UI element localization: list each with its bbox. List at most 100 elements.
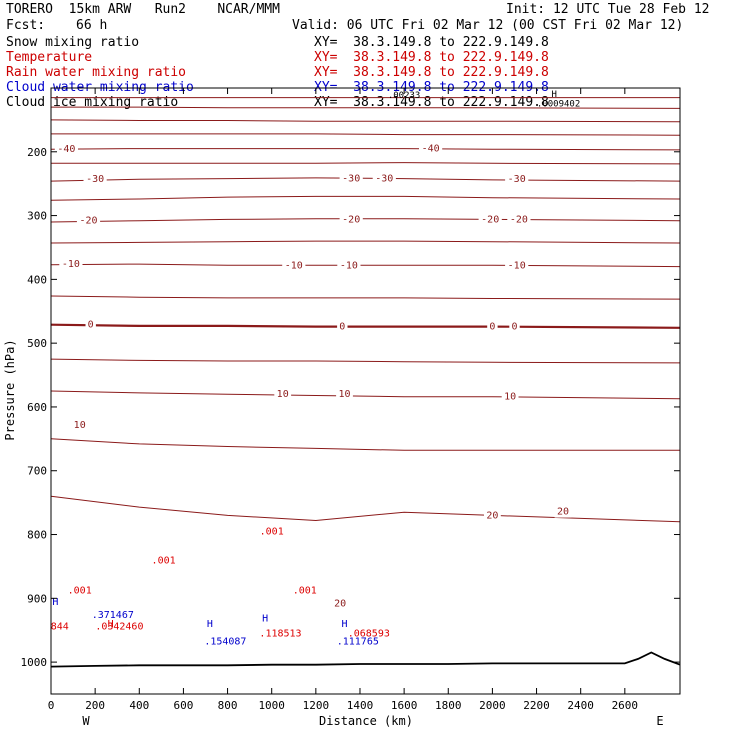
model-title: TORERO 15km ARW Run2 NCAR/MMM [6, 2, 280, 17]
x-tick-label: 2600 [612, 699, 639, 712]
isotherm-label-bg [372, 172, 396, 185]
y-tick-label: 400 [27, 273, 47, 286]
cloud-water-label: H [52, 597, 58, 608]
y-tick-label: 900 [27, 592, 47, 605]
forecast-hour: 66 h [76, 18, 108, 33]
x-tick-label: 2200 [523, 699, 550, 712]
snow-label: .00233 [388, 91, 421, 101]
isotherm-label-bg [83, 173, 107, 186]
legend-xy-range: XY= 38.3.149.8 to 222.9.149.8 [314, 95, 549, 110]
isotherm-label: -30 [342, 174, 360, 185]
isotherm-line [50, 390, 681, 400]
isotherm-label: 0 [339, 322, 345, 333]
isotherm-label-bg [59, 258, 83, 271]
rain-label: .001 [68, 586, 92, 597]
x-tick-label: 1400 [347, 699, 374, 712]
isotherm-label: -20 [79, 216, 97, 227]
isotherm-label: 10 [504, 392, 516, 403]
init-time: Init: 12 UTC Tue 28 Feb 12 [506, 2, 710, 17]
cloud-water-label: H [262, 614, 268, 625]
isotherm-label: 10 [338, 389, 350, 400]
isotherm-label-bg [507, 213, 531, 226]
valid-time: Valid: 06 UTC Fri 02 Mar 12 (00 CST Fri … [292, 18, 684, 33]
cloud-water-label: H [341, 619, 347, 630]
isotherm-label: -10 [285, 260, 303, 271]
x-tick-label: 200 [85, 699, 105, 712]
isotherm-label: -10 [62, 259, 80, 270]
rain-label: .001 [260, 526, 284, 537]
y-tick-label: 600 [27, 401, 47, 414]
y-axis-label: Pressure (hPa) [3, 339, 17, 440]
isotherm-line [50, 495, 681, 523]
isotherm-line [50, 177, 681, 182]
isotherm-label-bg [54, 143, 78, 156]
isotherm-label-bg [505, 173, 529, 186]
isotherm-line [51, 106, 681, 109]
isotherm-label: 0 [489, 322, 495, 333]
isotherm-label: -10 [508, 260, 526, 271]
cloud-water-label: .371467 [92, 610, 134, 621]
isotherm-label-bg [478, 213, 502, 226]
legend-xy-range: XY= 38.3.149.8 to 222.9.149.8 [314, 65, 549, 80]
isotherm-line [51, 162, 681, 165]
cloud-water-label: .154087 [204, 637, 246, 648]
cloud-water-label: .111765 [337, 637, 379, 648]
plot-frame [50, 87, 681, 695]
isotherm-label-bg [554, 505, 572, 518]
isotherm-label: 0 [511, 322, 517, 333]
x-tick-label: 1000 [258, 699, 285, 712]
legend-xy-range: XY= 38.3.149.8 to 222.9.149.8 [314, 50, 549, 65]
isotherm-label: -20 [510, 214, 528, 225]
isotherm-label-bg [501, 390, 519, 403]
isotherm-label: -40 [57, 144, 75, 155]
y-tick-label: 300 [27, 210, 47, 223]
x-tick-label: 600 [173, 699, 193, 712]
y-tick-label: 800 [27, 529, 47, 542]
isotherm-label-bg [505, 259, 529, 272]
isotherm-line [50, 358, 681, 364]
legend-xy-range: XY= 38.3.149.8 to 222.9.149.8 [314, 35, 549, 50]
legend-entry: Temperature [6, 50, 93, 65]
rain-label: 844 [51, 621, 69, 632]
isotherm-label-bg [76, 214, 101, 227]
isotherm-label: -10 [340, 260, 358, 271]
snow-label: H [551, 90, 556, 100]
x-tick-label: 1800 [435, 699, 462, 712]
x-axis-label: Distance (km) [319, 714, 413, 728]
isotherm-label-bg [274, 388, 292, 401]
isotherm-label-bg [336, 388, 353, 401]
legend-entry: Cloud ice mixing ratio [6, 95, 179, 110]
isotherm-line [50, 218, 681, 223]
rain-label: H [108, 619, 114, 630]
isotherm-label-bg [484, 509, 501, 522]
isotherm-label-bg [337, 259, 361, 272]
rain-label: .0342460 [95, 621, 143, 632]
isotherm-line [50, 295, 681, 300]
rain-label: .068593 [348, 628, 390, 639]
isotherm-label: 0 [88, 320, 94, 331]
isotherm-line [50, 323, 681, 329]
isotherm-label-bg [509, 320, 520, 333]
rain-label: .001 [293, 586, 317, 597]
isotherm-line [50, 263, 681, 268]
y-tick-label: 500 [27, 337, 47, 350]
y-tick-label: 700 [27, 465, 47, 478]
isotherm-label: -20 [342, 214, 360, 225]
isotherm-line [50, 148, 681, 151]
isotherm-line [50, 438, 680, 451]
isotherm-label-bg [339, 213, 363, 226]
isotherm-label-bg [339, 172, 363, 185]
isotherm-label: 20 [334, 598, 346, 609]
x-tick-label: 2000 [479, 699, 506, 712]
snow-label: .0009402 [537, 99, 580, 109]
isotherm-line [50, 240, 681, 244]
x-tick-label: 400 [129, 699, 149, 712]
isotherm-label: 20 [486, 510, 498, 521]
isotherm-label-bg [487, 320, 498, 333]
isotherm-label-bg [282, 259, 306, 272]
isotherm-line [50, 195, 681, 201]
y-tick-label: 1000 [21, 656, 48, 669]
isotherm-label-bg [337, 320, 348, 333]
x-tick-label: 1200 [303, 699, 330, 712]
